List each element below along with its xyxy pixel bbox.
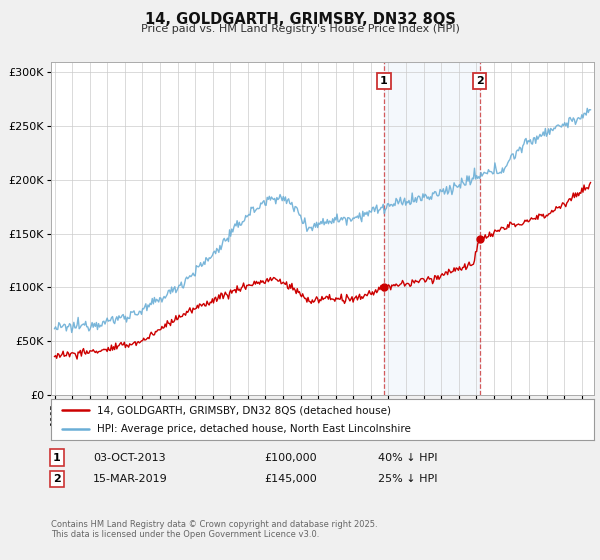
Text: 25% ↓ HPI: 25% ↓ HPI xyxy=(378,474,437,484)
Text: Price paid vs. HM Land Registry's House Price Index (HPI): Price paid vs. HM Land Registry's House … xyxy=(140,24,460,34)
Text: £145,000: £145,000 xyxy=(264,474,317,484)
Text: 14, GOLDGARTH, GRIMSBY, DN32 8QS: 14, GOLDGARTH, GRIMSBY, DN32 8QS xyxy=(145,12,455,27)
Text: 15-MAR-2019: 15-MAR-2019 xyxy=(93,474,168,484)
Text: 14, GOLDGARTH, GRIMSBY, DN32 8QS (detached house): 14, GOLDGARTH, GRIMSBY, DN32 8QS (detach… xyxy=(97,405,391,415)
Text: 2: 2 xyxy=(476,76,484,86)
Text: 1: 1 xyxy=(380,76,388,86)
Bar xyxy=(384,62,480,395)
Text: 1: 1 xyxy=(53,452,61,463)
Text: 03-OCT-2013: 03-OCT-2013 xyxy=(93,452,166,463)
Text: £100,000: £100,000 xyxy=(264,452,317,463)
Text: 2: 2 xyxy=(53,474,61,484)
Text: HPI: Average price, detached house, North East Lincolnshire: HPI: Average price, detached house, Nort… xyxy=(97,424,411,433)
Text: 40% ↓ HPI: 40% ↓ HPI xyxy=(378,452,437,463)
Text: Contains HM Land Registry data © Crown copyright and database right 2025.
This d: Contains HM Land Registry data © Crown c… xyxy=(51,520,377,539)
